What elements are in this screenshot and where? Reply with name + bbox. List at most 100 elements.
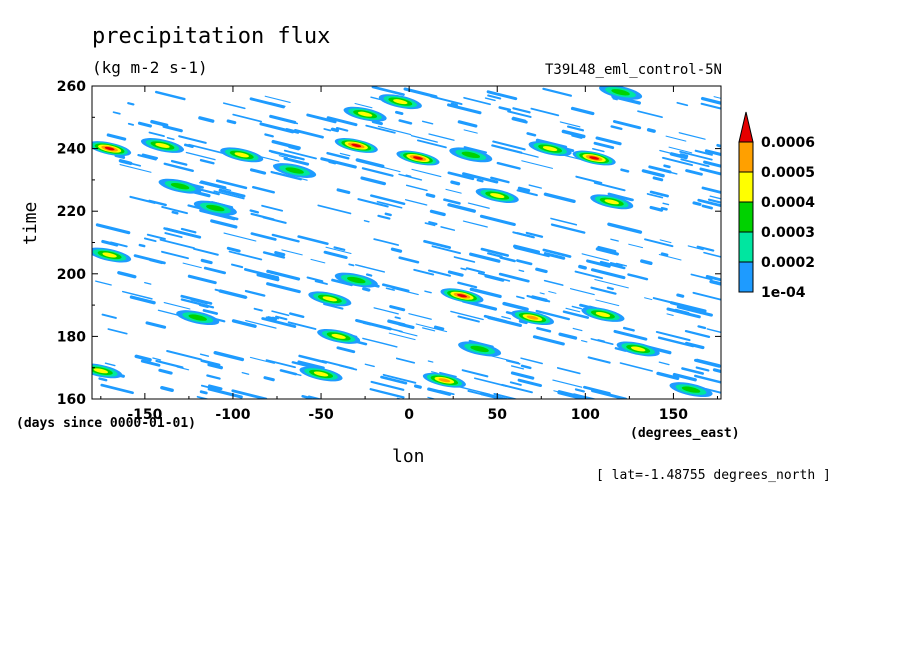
- precip-streak: [587, 356, 611, 364]
- precip-feature: [396, 150, 440, 166]
- precip-streak: [159, 238, 195, 250]
- precip-streak: [694, 149, 713, 156]
- precip-streak: [360, 176, 387, 186]
- precip-streak: [637, 110, 663, 119]
- precip-streak: [447, 203, 476, 213]
- precip-streak: [249, 356, 275, 364]
- precip-streak: [325, 246, 352, 254]
- precip-streak: [187, 274, 217, 285]
- precip-streak: [348, 263, 355, 267]
- precip-streak: [487, 252, 503, 258]
- precip-streak: [278, 155, 288, 159]
- precip-streak: [704, 149, 721, 157]
- precip-streak: [328, 160, 337, 165]
- precip-streak: [330, 127, 340, 133]
- precip-streak: [215, 179, 248, 190]
- precip-streak: [98, 377, 108, 382]
- precip-level-patch: [611, 89, 630, 96]
- precip-streak: [158, 368, 173, 375]
- precip-streak: [323, 128, 332, 132]
- latitude-annotation: [ lat=-1.48755 degrees_north ]: [596, 468, 831, 483]
- precip-level-patch: [542, 146, 558, 152]
- precip-streak: [597, 339, 605, 343]
- precip-streak: [457, 281, 478, 289]
- precip-streak: [188, 143, 224, 154]
- precip-streak: [264, 133, 274, 138]
- chart-title: precipitation flux: [92, 24, 331, 49]
- precip-streak: [610, 261, 623, 267]
- precip-streak: [336, 346, 356, 354]
- precip-streak: [501, 316, 512, 320]
- precip-streak: [501, 383, 533, 394]
- precip-feature: [92, 141, 132, 157]
- precip-streak: [516, 232, 535, 239]
- precip-streak: [266, 269, 301, 281]
- precip-streak: [431, 371, 438, 374]
- precip-streak: [712, 368, 721, 374]
- precip-streak: [357, 198, 389, 208]
- precip-streak: [288, 145, 300, 151]
- precip-streak: [361, 167, 394, 177]
- y-axis-units: (days since 0000-01-01): [16, 416, 197, 431]
- precip-level-patch: [470, 345, 489, 353]
- precip-level-patch: [188, 314, 207, 321]
- precip-streak: [200, 258, 213, 265]
- precip-streak: [506, 359, 521, 365]
- precip-streak: [652, 297, 673, 304]
- precip-streak: [166, 137, 175, 141]
- precip-streak: [592, 148, 605, 153]
- precip-streak: [95, 223, 131, 235]
- precip-streak: [703, 251, 721, 258]
- precip-level-patch: [412, 156, 423, 160]
- precip-streak: [510, 371, 535, 380]
- precip-streak: [165, 227, 177, 233]
- precip-streak: [672, 372, 697, 382]
- precip-streak: [278, 118, 299, 125]
- precip-streak: [528, 184, 542, 189]
- precip-streak: [644, 238, 674, 248]
- precip-streak: [127, 122, 135, 126]
- precip-streak: [623, 326, 635, 332]
- precip-streak: [226, 119, 237, 125]
- x-axis-units: (degrees_east): [630, 426, 740, 441]
- colorbar: 1e-04 0.0002 0.0003 0.0004 0.0005 0.0006: [738, 111, 815, 301]
- precip-streak: [199, 353, 210, 357]
- precip-streak: [365, 273, 373, 277]
- precip-streak: [413, 268, 435, 276]
- precip-feature: [92, 247, 132, 263]
- precip-streak: [263, 376, 275, 382]
- precip-streak: [160, 385, 174, 392]
- precip-level-patch: [589, 156, 600, 160]
- precip-level-patch: [438, 378, 451, 383]
- precip-streak: [231, 389, 268, 399]
- precip-streak: [199, 188, 220, 196]
- colorbar-label: 0.0002: [761, 255, 815, 271]
- precip-streak: [268, 149, 305, 161]
- precip-streak: [362, 337, 398, 348]
- precip-streak: [370, 380, 405, 391]
- precip-streak: [575, 175, 603, 184]
- precip-streak: [310, 258, 326, 264]
- x-tick-label: 50: [487, 407, 507, 423]
- precip-streak: [696, 245, 715, 252]
- precip-streak: [198, 116, 215, 123]
- precip-streak: [373, 307, 399, 315]
- precip-streak: [572, 327, 583, 332]
- precip-streak: [355, 158, 385, 168]
- precip-streak: [496, 161, 521, 170]
- precip-streak: [117, 271, 137, 279]
- x-axis: -150 -100 -50 0 50 100 150: [100, 86, 718, 423]
- precip-streak: [384, 212, 392, 217]
- precip-streak: [140, 359, 161, 367]
- precip-level-patch: [526, 315, 539, 320]
- colorbar-label: 1e-04: [761, 285, 806, 301]
- precip-streak: [129, 162, 142, 167]
- precip-streak: [484, 97, 496, 102]
- precip-streak: [542, 87, 572, 97]
- precip-streak: [590, 389, 628, 399]
- precip-streak: [416, 139, 447, 149]
- precip-streak: [569, 288, 595, 296]
- precip-streak: [180, 227, 197, 234]
- precip-streak: [377, 214, 391, 220]
